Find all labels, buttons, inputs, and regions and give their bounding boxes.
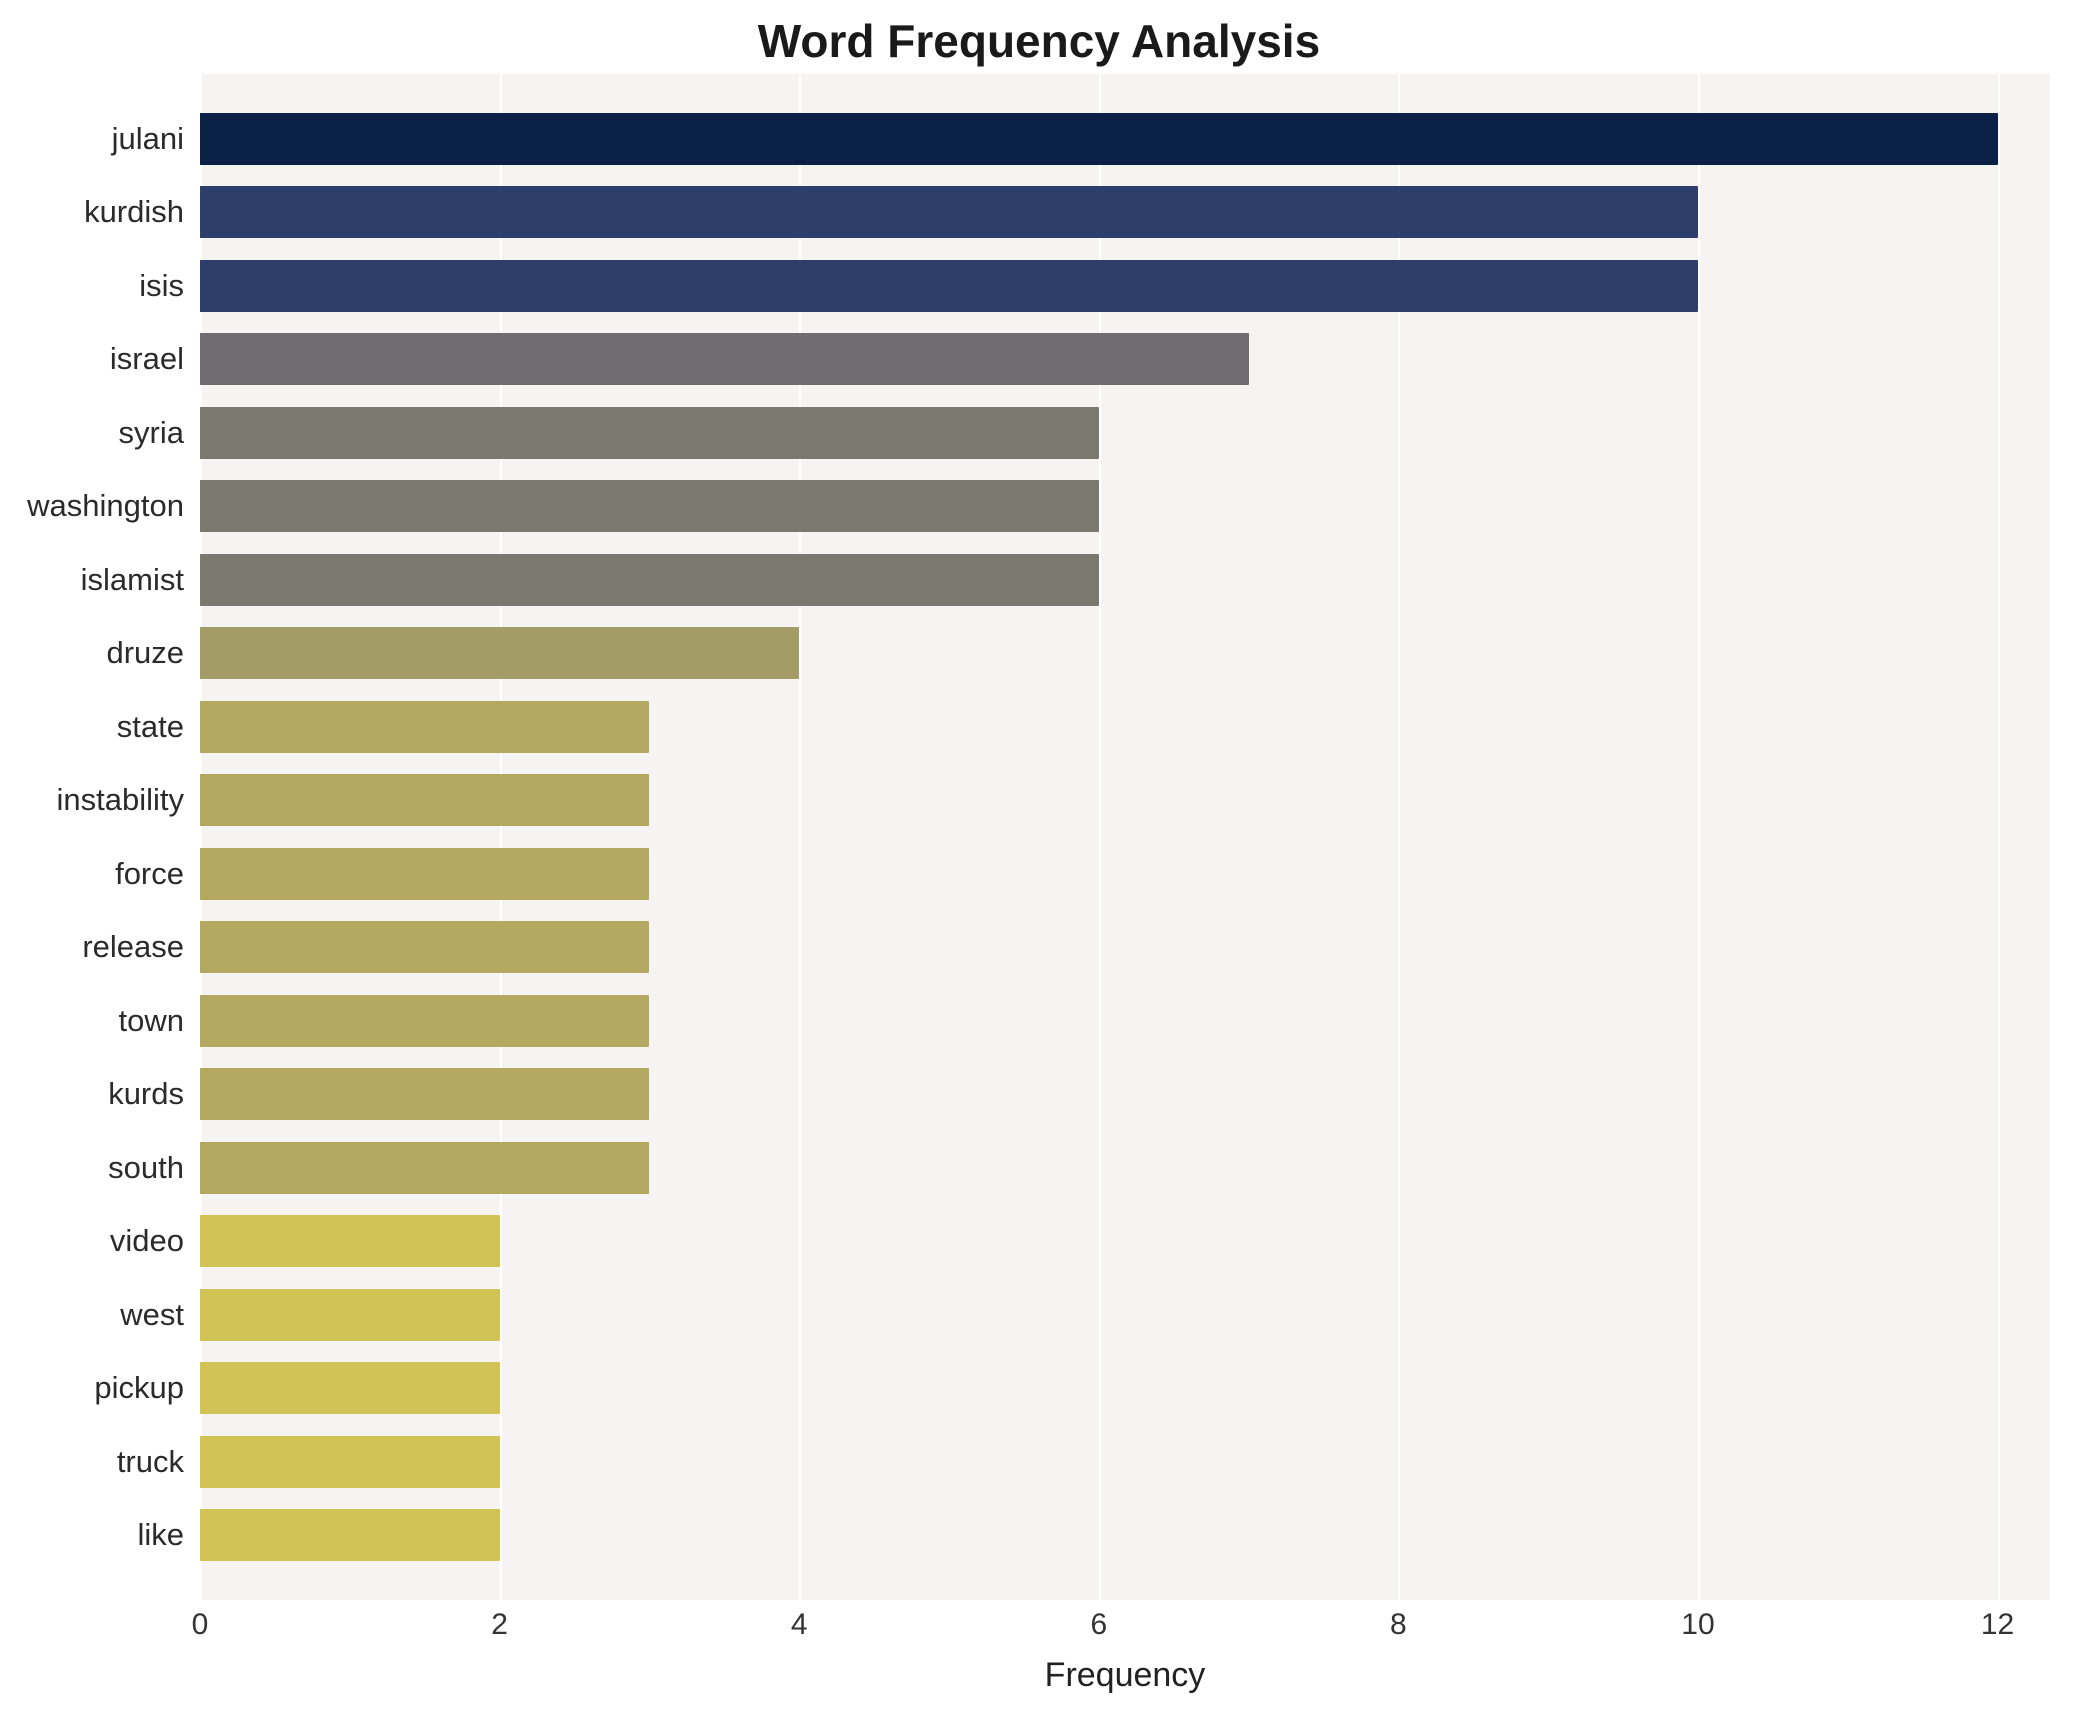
bar-track [200,1058,2050,1132]
category-label: islamist [80,561,184,597]
x-tick-label: 0 [191,1608,209,1641]
category-axis: julani kurdish isis israel syria washington is… [0,74,200,1600]
category-label: release [82,929,184,965]
category-label: druze [106,635,184,671]
x-tick-label: 4 [790,1608,808,1641]
bar-track [200,911,2050,985]
x-tick-label: 8 [1390,1608,1407,1641]
category-label: like [137,1517,184,1553]
bar-track [200,837,2050,911]
frequency-bar [200,1435,500,1488]
bar-track [200,176,2050,250]
frequency-bar [200,1509,500,1562]
category-label: kurds [108,1076,184,1112]
bar-track [200,543,2050,617]
bar-track [200,396,2050,470]
bar-track [200,1499,2050,1573]
category-label: instability [56,782,185,818]
frequency-bar [200,1141,650,1194]
frequency-bar [200,1288,500,1341]
frequency-bar [200,627,800,680]
bar-track [200,1425,2050,1499]
category-label: truck [116,1443,184,1479]
frequency-bar [200,333,1249,386]
frequency-bar [200,406,1099,459]
chart-title: Word Frequency Analysis [757,15,1321,67]
grid-line [799,74,802,1600]
bar-track [200,102,2050,176]
bar-track [200,1352,2050,1426]
grid-line [1697,74,1700,1600]
category-label: isis [139,267,184,303]
category-label: kurdish [84,194,184,230]
category-label: julani [111,120,184,156]
category-label: town [118,1002,184,1038]
frequency-bar [200,1215,500,1268]
grid-line [1398,74,1401,1600]
x-axis: 0 2 4 6 8 10 12 [192,1600,2050,1646]
frequency-bar [200,847,650,900]
frequency-bar [200,112,1998,165]
frequency-bar [200,553,1099,606]
x-tick-label: 6 [1090,1608,1108,1641]
category-label: pickup [94,1370,184,1406]
category-label: state [116,708,184,744]
category-label: syria [118,414,184,450]
grid-line [1098,74,1101,1600]
bar-track [200,1131,2050,1205]
bar-track [200,1205,2050,1279]
bar-track [200,690,2050,764]
frequency-bar [200,1362,500,1415]
grid-line [200,74,202,1600]
frequency-bar [200,186,1698,239]
chart-body: julani kurdish isis israel syria washington is… [0,74,2050,1600]
bar-track [200,984,2050,1058]
category-label: south [108,1149,184,1185]
category-label: west [120,1296,184,1332]
frequency-bar [200,1068,650,1121]
category-label: force [115,855,184,891]
bar-track [200,764,2050,838]
grid-line [1997,74,2000,1600]
frequency-bar [200,480,1099,533]
frequency-bar [200,259,1698,312]
bar-track [200,323,2050,397]
frequency-bar [200,774,650,827]
frequency-bar [200,921,650,974]
category-label: israel [109,341,184,377]
frequency-bar [200,994,650,1047]
x-axis-label: Frequency [1044,1656,1206,1694]
grid-line [499,74,502,1600]
bar-track [200,617,2050,691]
x-tick-label: 10 [1681,1608,1715,1641]
x-tick-label: 2 [491,1608,508,1641]
category-label: washington [27,488,184,524]
plot-area [200,74,2050,1600]
x-tick-label: 12 [1980,1608,2015,1641]
bar-track [200,249,2050,323]
category-label: video [109,1223,184,1259]
frequency-bar [200,700,650,753]
bar-track [200,470,2050,544]
bar-track [200,1278,2050,1352]
